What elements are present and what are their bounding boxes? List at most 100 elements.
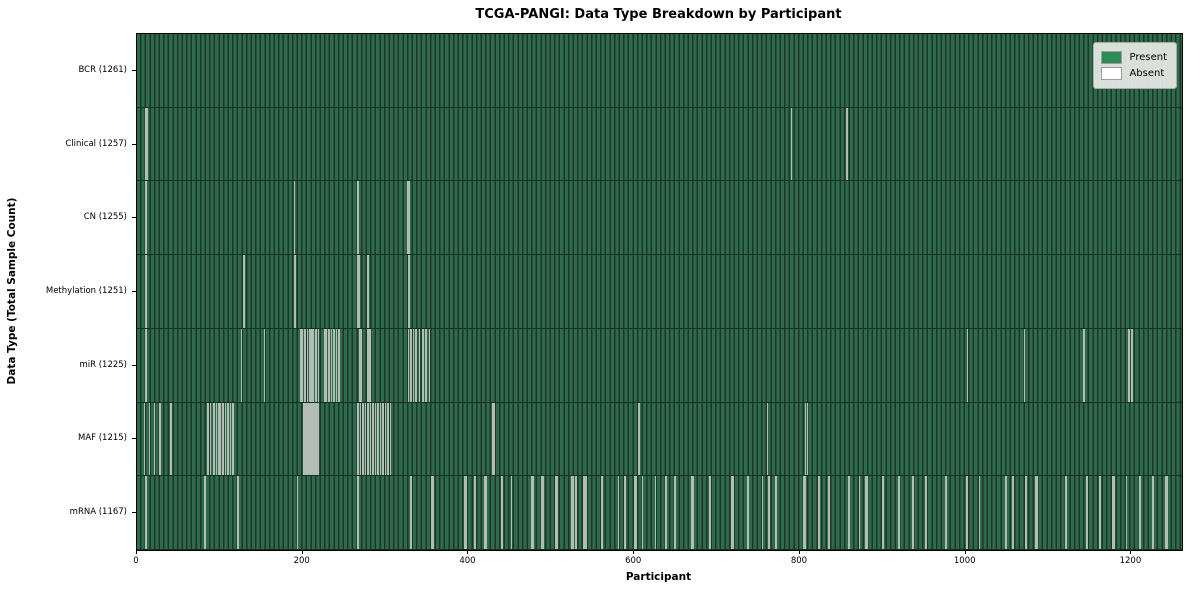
absent-mark [302,402,305,476]
absent-mark [263,328,266,402]
y-tick [132,438,136,440]
legend-label: Absent [1129,68,1165,79]
absent-mark [382,402,384,476]
absent-mark [747,476,750,550]
absent-mark [1131,328,1133,402]
absent-mark [407,181,409,255]
absent-mark [1125,476,1128,550]
absent-mark [387,402,389,476]
absent-mark [1113,476,1115,550]
absent-mark [761,476,764,550]
absent-mark [501,476,504,550]
absent-mark [966,476,969,550]
absent-mark [674,476,676,550]
absent-mark [170,402,172,476]
absent-mark [407,328,410,402]
y-tick-label-maf: MAF (1215) [77,433,127,444]
absent-mark [243,255,245,328]
absent-mark [408,255,411,328]
chart-title: TCGA-PANGI: Data Type Breakdown by Parti… [475,7,842,22]
absent-mark [407,181,410,255]
y-tick [132,217,136,219]
y-tick [132,364,136,366]
absent-mark [1083,328,1085,402]
absent-mark [389,402,392,476]
absent-mark [804,402,807,476]
x-tick-label: 1000 [953,556,976,566]
absent-mark [485,476,487,550]
absent-mark [654,476,657,550]
legend-swatch [1101,51,1123,64]
x-tick [467,550,469,554]
absent-mark [641,476,644,550]
absent-mark [493,402,495,476]
absent-mark [1139,476,1142,550]
row-band-methylation [137,255,1182,329]
absent-mark [925,476,927,550]
absent-mark [583,476,586,550]
absent-mark [422,328,424,402]
absent-mark [1099,476,1101,550]
absent-mark [367,255,369,328]
absent-mark [858,476,861,550]
absent-mark [367,402,369,476]
absent-mark [293,255,296,328]
absent-mark [330,328,333,402]
absent-mark [966,328,969,402]
absent-mark [709,476,712,550]
absent-mark [367,328,369,402]
absent-mark [328,328,330,402]
absent-mark [1085,476,1088,550]
absent-mark [1012,476,1015,550]
absent-mark [237,476,239,550]
absent-mark [510,476,513,550]
absent-mark [465,476,467,550]
absent-mark [556,476,558,550]
absent-mark [585,476,587,550]
absent-mark [635,476,637,550]
absent-mark [912,476,915,550]
absent-mark [359,328,361,402]
y-tick [132,143,136,145]
absent-mark [1012,476,1014,550]
absent-mark [532,476,534,550]
absent-mark [790,107,793,181]
absent-mark [309,328,311,402]
legend-entry: Present [1101,51,1167,64]
absent-mark [866,476,868,550]
absent-mark [1065,476,1067,550]
absent-mark [145,107,147,181]
x-tick [136,550,137,554]
absent-mark [314,402,316,476]
absent-mark [213,402,215,476]
absent-mark [209,402,212,476]
absent-mark [410,476,412,550]
absent-mark [412,328,415,402]
absent-mark [1165,476,1167,550]
absent-mark [575,476,577,550]
absent-mark [775,476,777,550]
absent-mark [898,476,901,550]
absent-mark [222,402,224,476]
y-tick-label-mir: miR (1225) [79,359,127,370]
absent-mark [243,255,246,328]
absent-mark [218,402,220,476]
absent-mark [311,402,313,476]
absent-mark [911,476,914,550]
absent-mark [145,255,147,328]
absent-mark [360,328,363,402]
row-band-mir [137,328,1182,403]
absent-mark [146,107,148,181]
absent-mark [601,476,603,550]
absent-mark [374,402,377,476]
absent-mark [153,402,156,476]
absent-mark [944,476,947,550]
absent-mark [617,476,620,550]
absent-mark [431,476,433,550]
absent-mark [846,107,848,181]
absent-mark [377,402,379,476]
absent-mark [304,328,306,402]
absent-mark [945,476,948,550]
absent-mark [311,328,313,402]
absent-mark [410,328,412,402]
